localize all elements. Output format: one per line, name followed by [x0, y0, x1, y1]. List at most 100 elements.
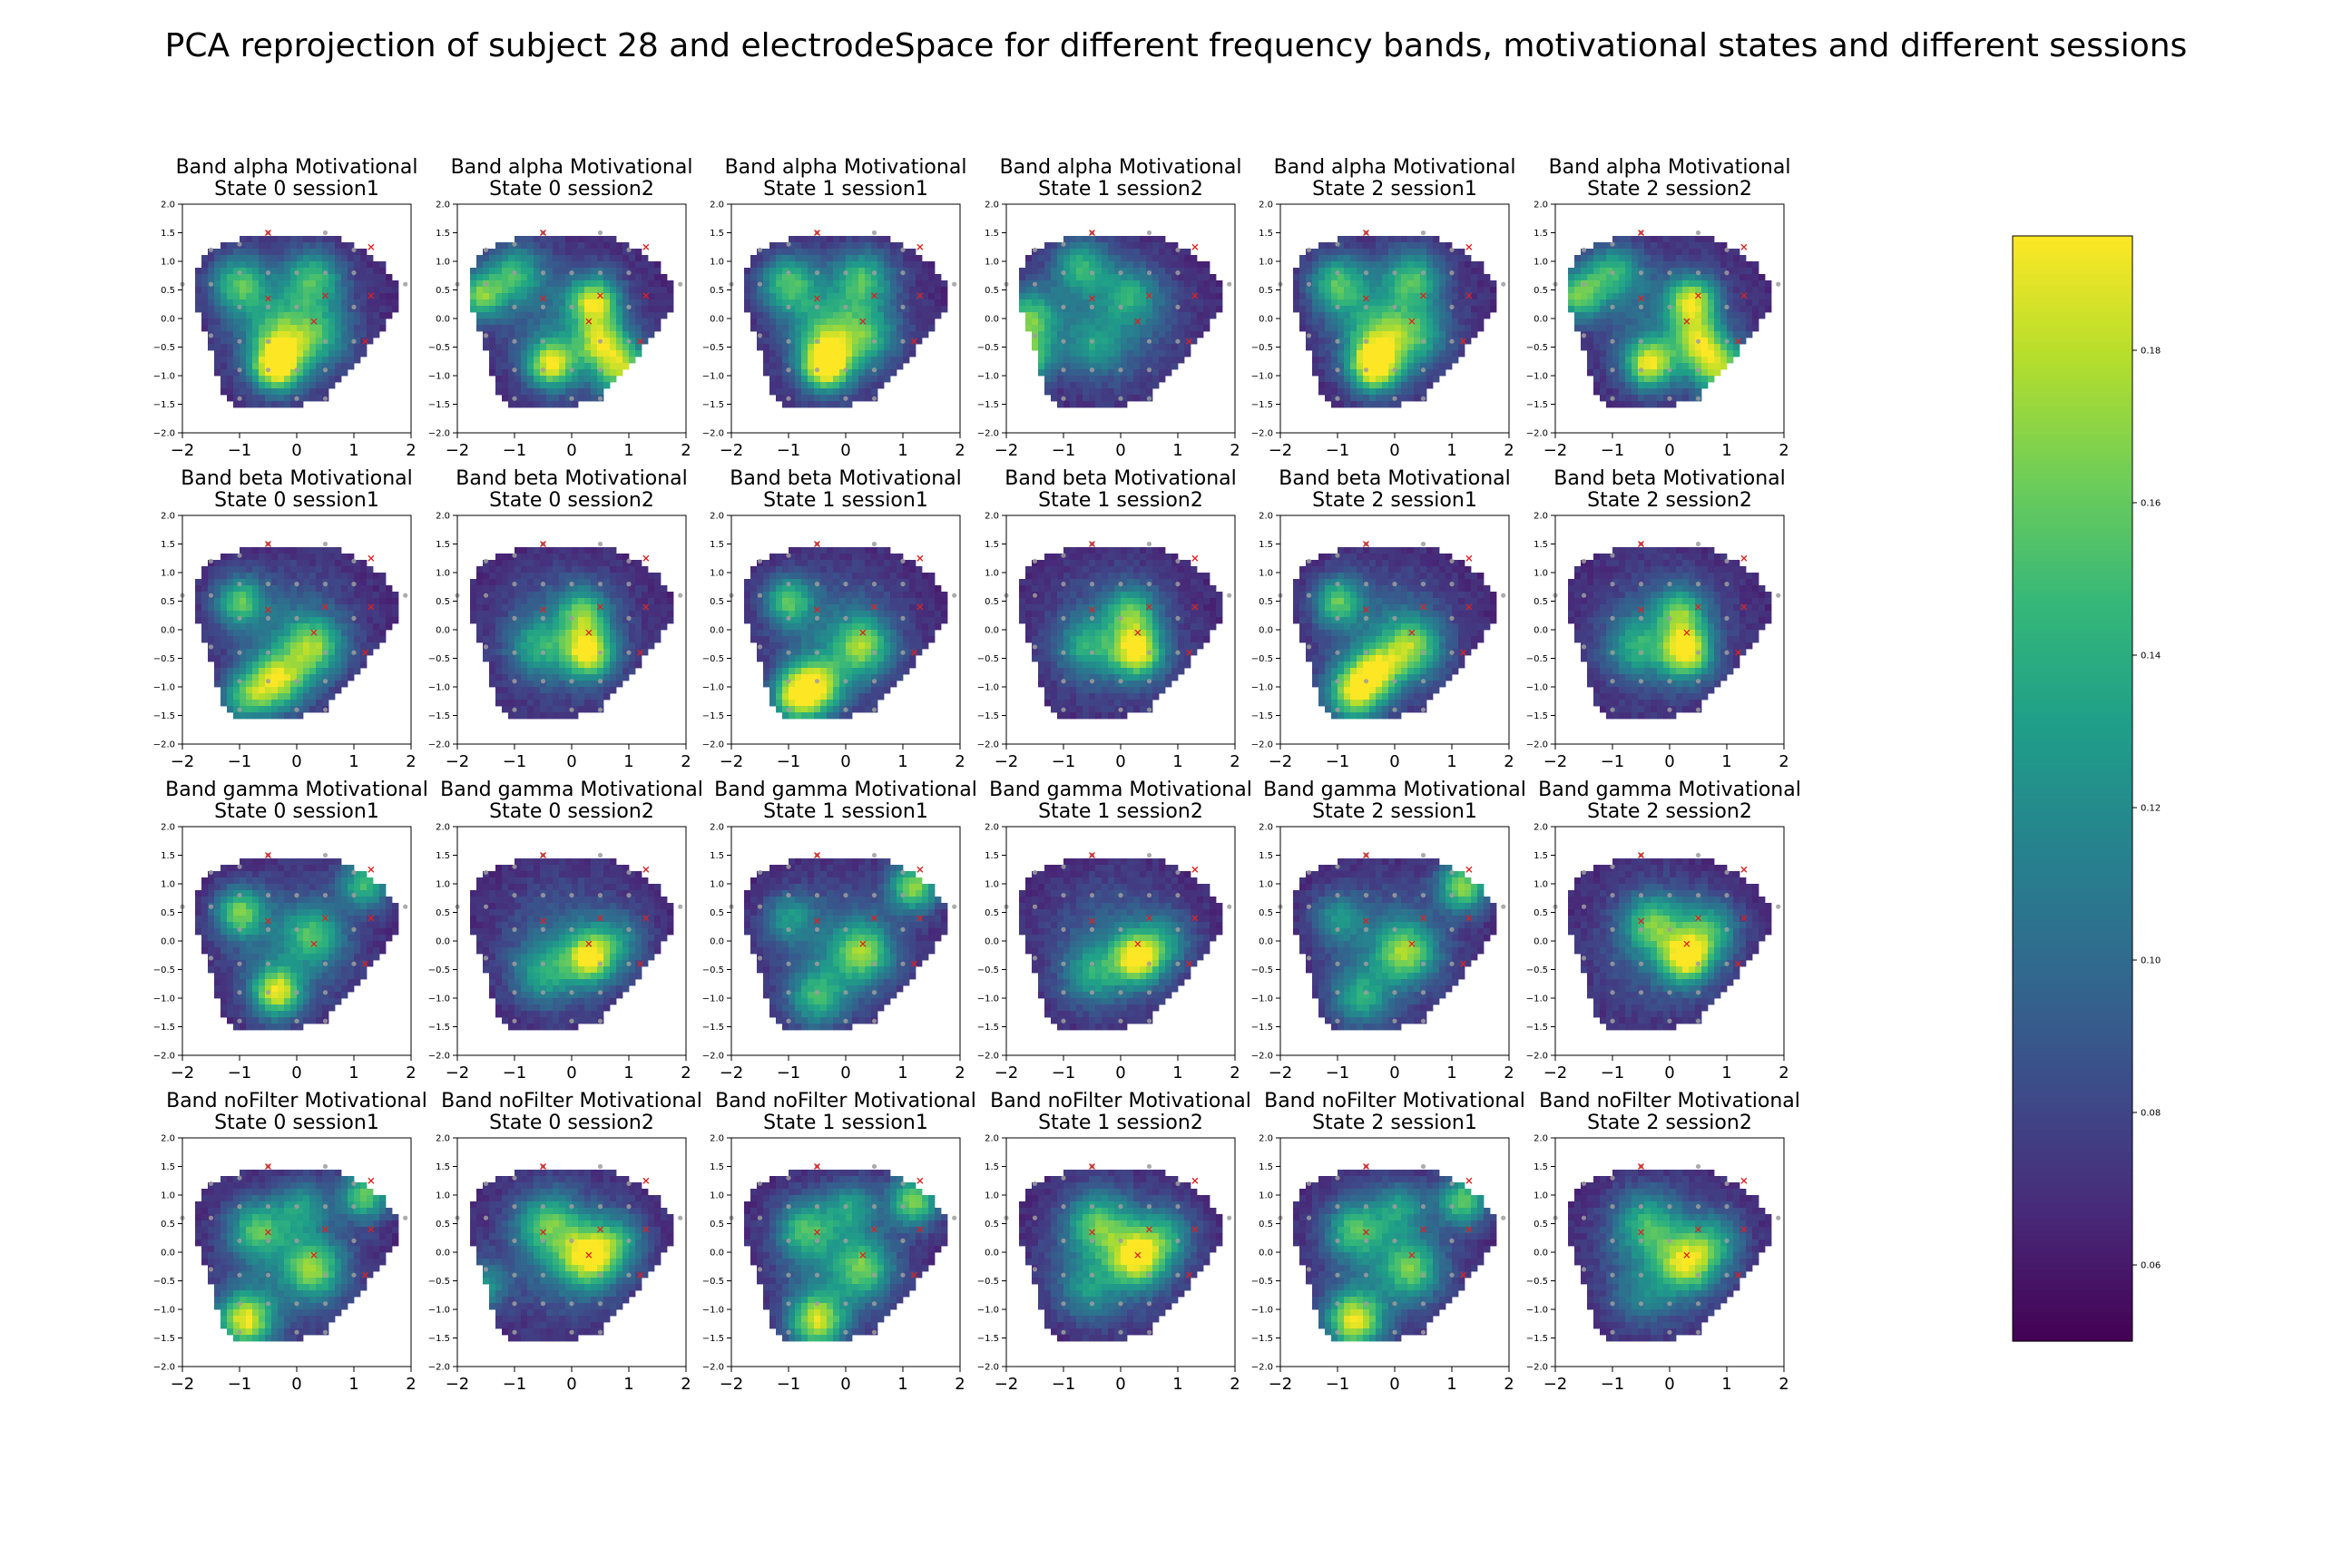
heatmap-cell	[565, 280, 573, 288]
heatmap-cell	[265, 681, 272, 688]
heatmap-cell	[1331, 318, 1338, 326]
heatmap-cell	[367, 573, 374, 580]
heatmap-cell	[789, 274, 796, 281]
heatmap-cell	[360, 636, 368, 643]
heatmap-cell	[1644, 268, 1651, 275]
heatmap-cell	[1089, 401, 1096, 408]
heatmap-cell	[341, 579, 348, 586]
heatmap-cell	[335, 376, 342, 383]
heatmap-cell	[909, 261, 916, 269]
heatmap-cell	[252, 655, 260, 662]
heatmap-cell	[1600, 249, 1607, 256]
heatmap-cell	[360, 350, 368, 358]
heatmap-cell	[1171, 350, 1179, 358]
heatmap-cell	[341, 293, 348, 300]
heatmap-cell	[795, 382, 802, 389]
electrode-marker	[1306, 281, 1312, 287]
heatmap-cell	[903, 331, 910, 338]
heatmap-cell	[865, 255, 872, 262]
heatmap-cell	[1663, 293, 1671, 300]
heatmap-cell	[776, 274, 783, 281]
heatmap-cell	[1083, 268, 1090, 275]
heatmap-cell	[616, 350, 623, 358]
heatmap-cell	[839, 363, 847, 370]
heatmap-cell	[546, 306, 554, 313]
heatmap-cell	[386, 312, 393, 319]
heatmap-cell	[278, 547, 285, 554]
heatmap-cell	[1477, 268, 1485, 275]
heatmap-cell	[1165, 318, 1172, 326]
heatmap-cell	[322, 585, 329, 593]
heatmap-cell	[629, 299, 636, 307]
heatmap-cell	[1407, 357, 1415, 364]
heatmap-cell	[328, 617, 336, 624]
heatmap-cell	[208, 630, 215, 637]
heatmap-cell	[309, 674, 317, 681]
heatmap-cell	[1057, 376, 1064, 383]
heatmap-cell	[1465, 280, 1472, 288]
heatmap-cell	[1376, 388, 1383, 396]
heatmap-cell	[1720, 249, 1728, 256]
heatmap-cell	[1159, 325, 1166, 332]
heatmap-cell	[1612, 280, 1620, 288]
heatmap-cell	[1102, 274, 1109, 281]
heatmap-cell	[290, 579, 298, 586]
heatmap-cell	[252, 293, 260, 300]
heatmap-cell	[553, 249, 560, 256]
heatmap-cell	[521, 325, 528, 332]
heatmap-cell	[373, 611, 380, 618]
heatmap-cell	[290, 293, 298, 300]
heatmap-cell	[1701, 287, 1709, 294]
heatmap-cell	[1388, 395, 1396, 402]
heatmap-cell	[839, 344, 847, 351]
heatmap-cell	[1600, 357, 1607, 364]
heatmap-cell	[527, 255, 534, 262]
electrode-marker	[1610, 304, 1615, 309]
heatmap-cell	[246, 611, 253, 618]
heatmap-cell	[1632, 376, 1639, 383]
heatmap-cell	[578, 255, 585, 262]
heatmap-cell	[309, 395, 317, 402]
heatmap-cell	[290, 280, 298, 288]
heatmap-cell	[290, 617, 298, 624]
heatmap-cell	[309, 369, 317, 377]
heatmap-cell	[297, 598, 304, 605]
heatmap-cell	[476, 325, 484, 332]
heatmap-cell	[1414, 299, 1421, 307]
heatmap-cell	[1612, 363, 1620, 370]
heatmap-cell	[1414, 338, 1421, 345]
heatmap-cell	[1165, 312, 1172, 319]
heatmap-cell	[1140, 376, 1147, 383]
heatmap-cell	[1433, 261, 1440, 269]
heatmap-cell	[220, 306, 228, 313]
heatmap-cell	[1401, 274, 1408, 281]
heatmap-cell	[259, 604, 266, 612]
heatmap-cell	[897, 299, 904, 307]
heatmap-cell	[827, 268, 834, 275]
heatmap-cell	[1439, 299, 1446, 307]
heatmap-cell	[1606, 312, 1613, 319]
heatmap-cell	[1299, 306, 1307, 313]
heatmap-cell	[341, 592, 348, 599]
heatmap-cell	[1350, 357, 1357, 364]
heatmap-cell	[1625, 274, 1632, 281]
heatmap-cell	[1376, 299, 1383, 307]
heatmap-cell	[284, 649, 291, 656]
heatmap-cell	[572, 325, 579, 332]
heatmap-cell	[316, 255, 323, 262]
heatmap-cell	[1426, 306, 1434, 313]
heatmap-cell	[1178, 306, 1185, 313]
heatmap-cell	[303, 598, 310, 605]
heatmap-cell	[814, 280, 821, 288]
heatmap-cell	[616, 242, 623, 250]
heatmap-cell	[642, 274, 649, 281]
heatmap-cell	[1414, 382, 1421, 389]
electrode-marker	[1363, 338, 1369, 344]
heatmap-cell	[1606, 306, 1613, 313]
heatmap-cell	[884, 306, 891, 313]
heatmap-cell	[546, 287, 554, 294]
heatmap-cell	[259, 617, 266, 624]
heatmap-cell	[360, 261, 368, 269]
heatmap-cell	[271, 604, 279, 612]
